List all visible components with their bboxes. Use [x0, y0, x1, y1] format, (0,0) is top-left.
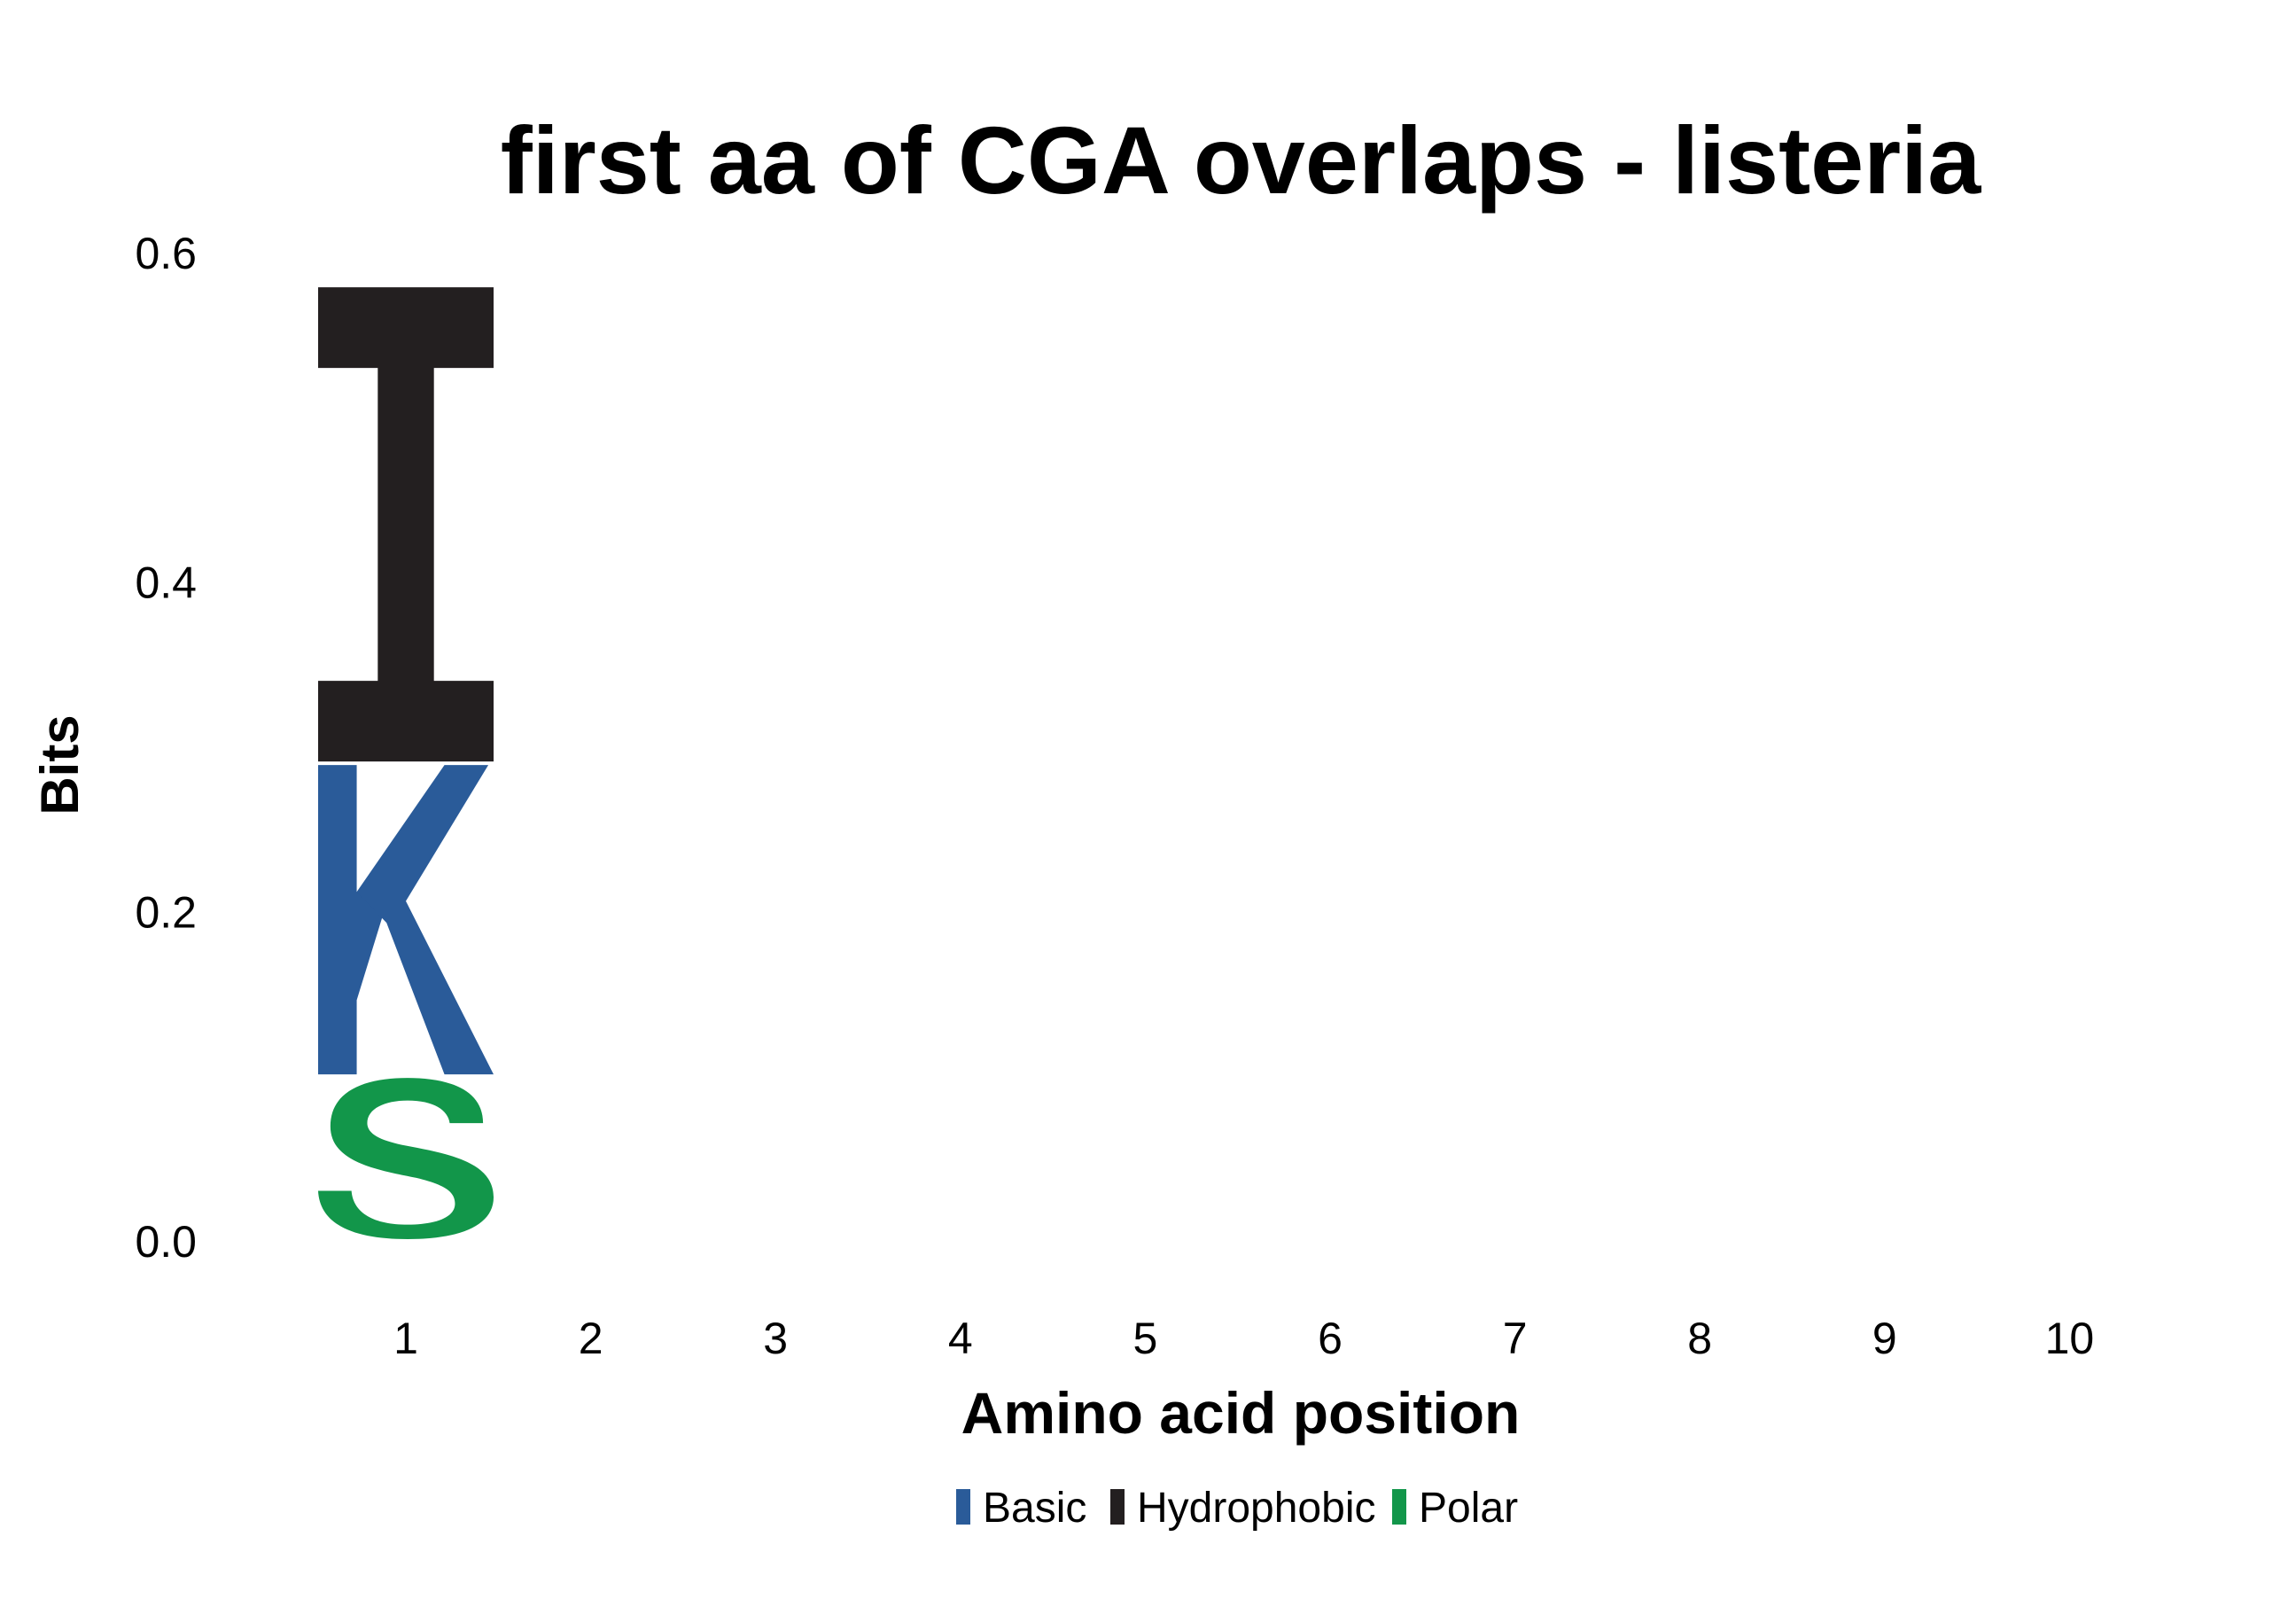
y-tick-label: 0.6: [135, 229, 197, 278]
legend-label-basic: Basic: [983, 1485, 1086, 1532]
x-tick-label: 10: [2045, 1314, 2095, 1363]
y-tick-label: 0.0: [135, 1217, 197, 1267]
x-tick-label: 9: [1872, 1314, 1897, 1363]
legend: Basic Hydrophobic Polar: [956, 1485, 1518, 1532]
logo-letter-K: [318, 765, 494, 1075]
x-tick-label: 8: [1687, 1314, 1712, 1363]
x-axis-ticks: 1 2 3 4 5 6 7 8 9 10: [393, 1314, 2094, 1363]
x-tick-label: 6: [1318, 1314, 1343, 1363]
legend-swatch-basic: [956, 1489, 970, 1525]
x-tick-label: 5: [1132, 1314, 1157, 1363]
legend-label-polar: Polar: [1419, 1485, 1518, 1532]
x-tick-label: 2: [579, 1314, 603, 1363]
legend-label-hydrophobic: Hydrophobic: [1137, 1485, 1375, 1532]
y-tick-label: 0.2: [135, 887, 197, 937]
chart-title: first aa of CGA overlaps - listeria: [501, 106, 1981, 214]
x-tick-label: 4: [948, 1314, 973, 1363]
x-tick-label: 7: [1503, 1314, 1528, 1363]
x-axis-label: Amino acid position: [961, 1380, 1521, 1446]
x-tick-label: 3: [763, 1314, 788, 1363]
legend-swatch-hydrophobic: [1110, 1489, 1125, 1525]
logo-letter-I: [318, 287, 494, 762]
y-tick-label: 0.4: [135, 558, 197, 608]
y-axis-ticks: 0.0 0.2 0.4 0.6: [135, 229, 197, 1267]
logo-stacks: [318, 287, 494, 1239]
logo-letter-S: [318, 1078, 494, 1239]
y-axis-label: Bits: [30, 714, 90, 815]
x-tick-label: 1: [393, 1314, 418, 1363]
legend-swatch-polar: [1392, 1489, 1406, 1525]
